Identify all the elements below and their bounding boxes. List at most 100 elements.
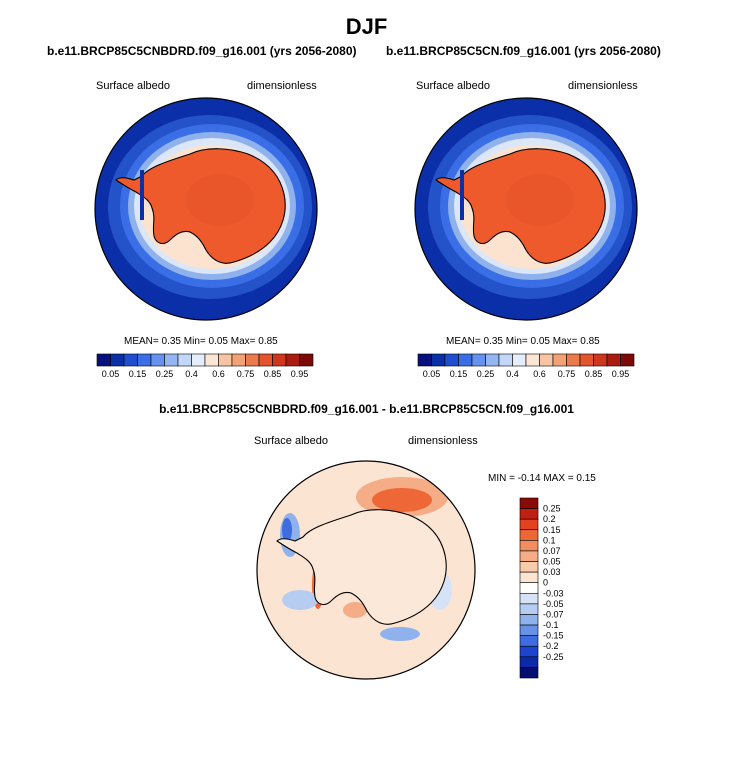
panel3-colorbar-tick-label: -0.05 — [543, 599, 564, 609]
panel2-min-label: Min= — [505, 336, 528, 347]
panel1-stats: MEAN= 0.35 Min= 0.05 Max= 0.85 — [124, 336, 278, 347]
panel3-colorbar-swatch — [519, 667, 539, 679]
panel1-min-label: Min= — [183, 336, 206, 347]
panel1-right-label: dimensionless — [247, 80, 317, 92]
panel2-colorbar-tick-label: 0.85 — [585, 369, 603, 379]
panel2-colorbar-swatch — [579, 353, 594, 367]
panel2-colorbar-swatch — [606, 353, 621, 367]
panel1-min-value: 0.05 — [208, 336, 228, 347]
panel3-colorbar-swatch — [519, 592, 539, 605]
panel2-colorbar-tick-label: 0.95 — [612, 369, 630, 379]
panel3-right-label: dimensionless — [408, 435, 478, 447]
panel3-colorbar-tick-label: 0.15 — [543, 525, 561, 535]
panel1-colorbar-tick-label: 0.75 — [237, 369, 255, 379]
panel3-colorbar-tick-label: -0.15 — [543, 631, 564, 641]
panel3-map — [256, 460, 476, 680]
panel1-colorbar-swatch — [285, 353, 300, 367]
panel3-colorbar-swatch — [519, 571, 539, 584]
panel1-mean-label: MEAN= — [124, 336, 159, 347]
panel2-colorbar-swatch — [498, 353, 513, 367]
panel1-colorbar-tick-label: 0.85 — [264, 369, 282, 379]
panel1-colorbar-tick-label: 0.95 — [291, 369, 309, 379]
panel1-colorbar-swatch — [137, 353, 152, 367]
panel1-mean-value: 0.35 — [161, 336, 181, 347]
panel1-map — [94, 97, 318, 321]
panel3-max-label: MAX = — [543, 473, 574, 484]
panel3-colorbar-swatch — [519, 656, 539, 668]
panel3-colorbar-swatch — [519, 614, 539, 626]
panel1-colorbar: 0.05 0.15 0.25 0.4 0.6 0.75 0.85 0.95 — [96, 353, 314, 379]
panel3-colorbar-swatch — [519, 518, 539, 531]
panel3-colorbar-swatch — [519, 561, 539, 573]
panel2-colorbar-tick-label: 0.4 — [506, 369, 519, 379]
panel3-max-value: 0.15 — [576, 473, 596, 484]
panel2-colorbar-tick-label: 0.05 — [423, 369, 441, 379]
panel3-colorbar-tick-label: 0.1 — [543, 535, 556, 545]
panel1-colorbar-tick-label: 0.4 — [185, 369, 198, 379]
panel2-right-label: dimensionless — [568, 80, 638, 92]
panel3-colorbar-tick-label: -0.1 — [543, 620, 559, 630]
panel3-colorbar-swatch — [519, 540, 539, 552]
panel2-colorbar-swatch — [417, 353, 432, 367]
panel2-min-value: 0.05 — [530, 336, 550, 347]
panel1-colorbar-swatch — [231, 353, 246, 367]
panel1-colorbar-swatch — [272, 353, 287, 367]
panel2-colorbar-swatch — [471, 353, 486, 367]
panel3-colorbar-swatch — [519, 497, 539, 509]
panel3-colorbar-swatch — [519, 550, 539, 562]
panel2-colorbar-swatch — [485, 353, 500, 367]
panel3-colorbar: 0.250.20.150.10.070.050.030-0.03-0.05-0.… — [519, 497, 564, 679]
panel2-colorbar-swatch — [458, 353, 473, 367]
panel1-title: b.e11.BRCP85C5CNBDRD.f09_g16.001 (yrs 20… — [47, 44, 357, 58]
panel3-colorbar-tick-label: 0.07 — [543, 546, 561, 556]
panel2-colorbar-swatch — [539, 353, 554, 367]
panel3-colorbar-swatch — [519, 508, 539, 520]
page-title: DJF — [345, 14, 388, 39]
panel2-colorbar-swatch — [444, 353, 459, 367]
panel2-left-label: Surface albedo — [416, 80, 490, 92]
panel2-stats: MEAN= 0.35 Min= 0.05 Max= 0.85 — [446, 336, 600, 347]
panel3-min-value: -0.14 — [517, 473, 541, 484]
panel1-colorbar-tick-label: 0.6 — [212, 369, 225, 379]
panel2-map — [414, 97, 638, 321]
panel2-colorbar-swatch — [431, 353, 446, 367]
panel2-colorbar: 0.05 0.15 0.25 0.4 0.6 0.75 0.85 0.95 — [417, 353, 635, 379]
panel1-max-value: 0.85 — [258, 336, 278, 347]
panel1-colorbar-swatch — [204, 353, 219, 367]
panel3-colorbar-swatch — [519, 603, 539, 615]
panel2-colorbar-tick-label: 0.15 — [450, 369, 468, 379]
panel3-stats: MIN = -0.14 MAX = 0.15 — [488, 473, 596, 484]
panel1-colorbar-swatch — [164, 353, 179, 367]
panel2-colorbar-swatch — [566, 353, 581, 367]
panel3-colorbar-tick-label: -0.03 — [543, 588, 564, 598]
panel3-colorbar-swatch — [519, 529, 539, 541]
panel2-mean-label: MEAN= — [446, 336, 481, 347]
panel3-colorbar-tick-label: -0.2 — [543, 641, 559, 651]
panel2-max-label: Max= — [552, 336, 578, 347]
panel3-min-label: MIN = — [488, 473, 515, 484]
panel2-mean-value: 0.35 — [483, 336, 503, 347]
panel1-colorbar-tick-label: 0.15 — [129, 369, 147, 379]
panel3-colorbar-swatch — [519, 624, 539, 636]
panel3-left-label: Surface albedo — [254, 435, 328, 447]
panel1-colorbar-swatch — [110, 353, 125, 367]
panel2-colorbar-swatch — [525, 353, 540, 367]
panel3-colorbar-tick-label: 0.25 — [543, 504, 561, 514]
panel1-colorbar-tick-label: 0.05 — [102, 369, 120, 379]
panel2-colorbar-swatch — [512, 353, 527, 367]
panel1-colorbar-swatch — [177, 353, 192, 367]
panel3-colorbar-tick-label: 0.05 — [543, 557, 561, 567]
panel3-colorbar-swatch — [519, 635, 539, 647]
panel2-colorbar-swatch — [552, 353, 567, 367]
panel3-colorbar-tick-label: -0.25 — [543, 652, 564, 662]
panel3-colorbar-tick-label: 0 — [543, 578, 548, 588]
panel1-colorbar-swatch — [96, 353, 111, 367]
panel1-colorbar-swatch — [218, 353, 233, 367]
panel1-colorbar-swatch — [123, 353, 138, 367]
panel3-title: b.e11.BRCP85C5CNBDRD.f09_g16.001 - b.e11… — [159, 402, 574, 416]
panel2-title: b.e11.BRCP85C5CN.f09_g16.001 (yrs 2056-2… — [386, 44, 661, 58]
panel2-colorbar-tick-label: 0.25 — [477, 369, 495, 379]
panel1-left-label: Surface albedo — [96, 80, 170, 92]
panel2-colorbar-tick-label: 0.75 — [558, 369, 576, 379]
